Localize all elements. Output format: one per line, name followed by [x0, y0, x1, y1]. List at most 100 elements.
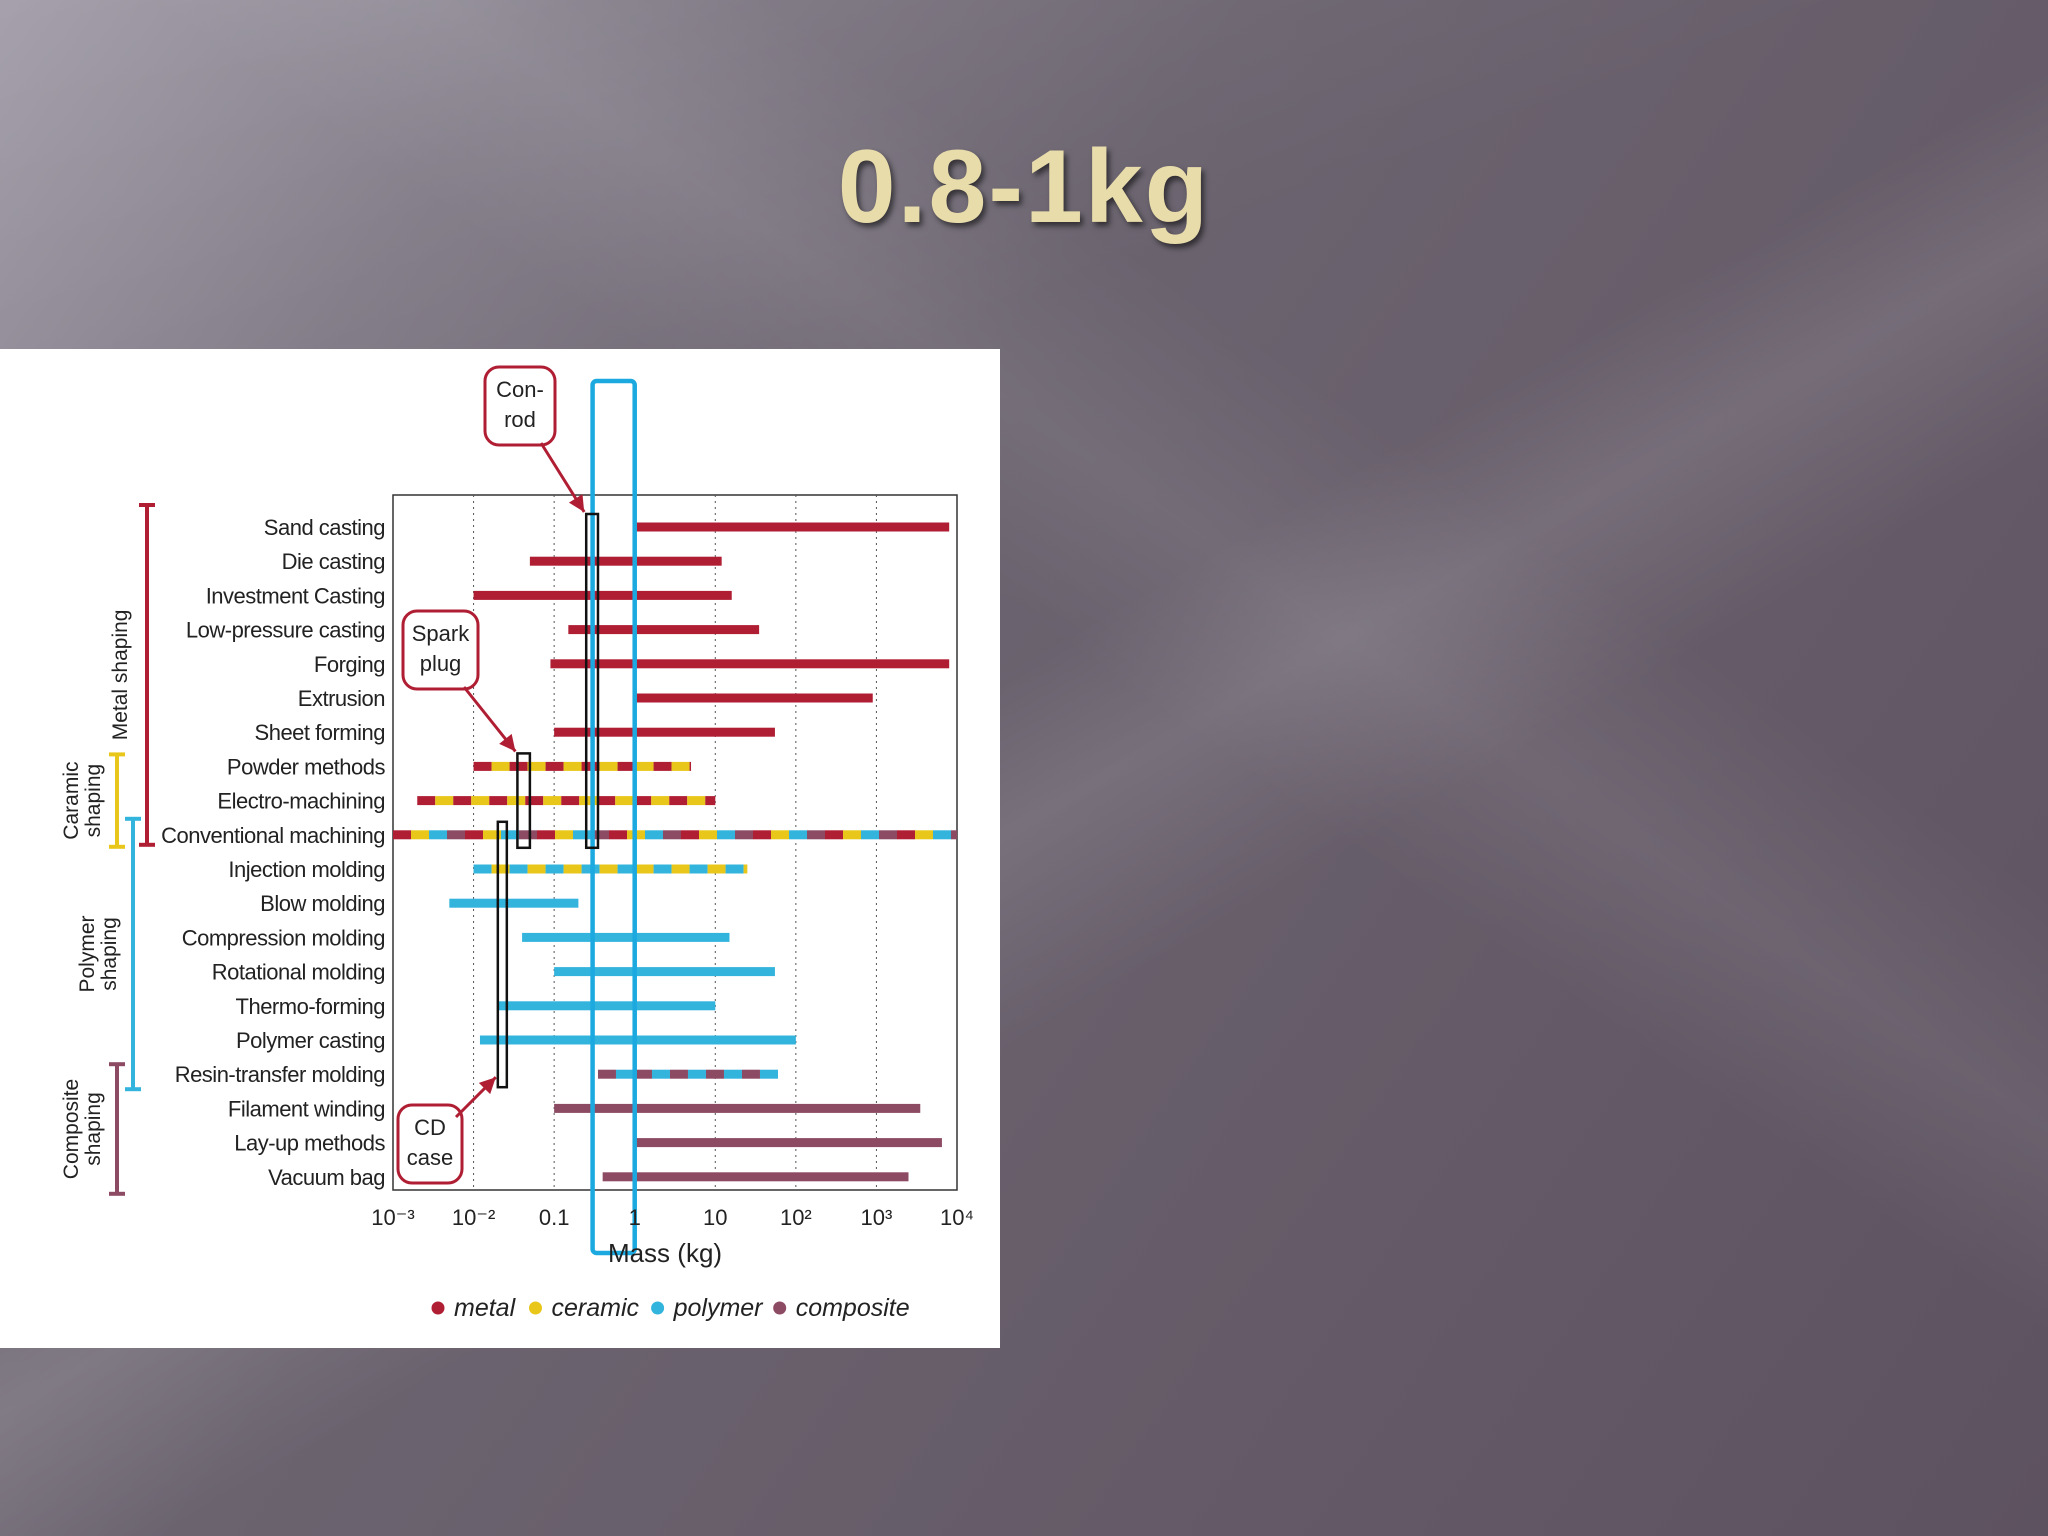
- process-label: Sand casting: [264, 515, 385, 540]
- range-bar-segment: [897, 830, 915, 840]
- range-bar-segment: [617, 864, 636, 874]
- callout-box: [396, 1103, 464, 1185]
- process-label: Powder methods: [227, 754, 386, 779]
- range-bar-segment: [915, 830, 933, 840]
- range-bar-segment: [633, 1069, 652, 1079]
- callout-marker: [496, 820, 509, 1089]
- range-bar-segment: [615, 1069, 634, 1079]
- legend-label: metal: [454, 1294, 517, 1322]
- group-label-line: shaping: [82, 1092, 105, 1166]
- callout-label: Con-: [496, 377, 544, 402]
- process-label: Die casting: [282, 549, 385, 574]
- group-label-line: Composite: [60, 1079, 83, 1179]
- process-label: Extrusion: [298, 686, 385, 711]
- range-bar-segment: [681, 830, 699, 840]
- legend-marker: [651, 1301, 665, 1315]
- range-bar-segment: [599, 864, 618, 874]
- range-bar: [554, 1103, 921, 1113]
- range-bar-segment: [635, 864, 654, 874]
- range-bar-segment: [465, 830, 483, 840]
- range-bar-segment: [591, 830, 609, 840]
- x-tick-label: 0.1: [539, 1205, 570, 1230]
- process-label: Polymer casting: [236, 1028, 385, 1053]
- range-bar-segment: [933, 830, 951, 840]
- process-label: Electro-machining: [217, 789, 385, 814]
- slide-title: 0.8-1kg: [837, 129, 1211, 245]
- range-bar-segment: [537, 830, 555, 840]
- range-bar-segment: [789, 830, 807, 840]
- range-bar: [602, 1172, 909, 1182]
- range-bar-segment: [759, 1069, 778, 1079]
- range-bar-segment: [653, 761, 672, 771]
- range-bar-segment: [597, 1069, 616, 1079]
- range-bar-segment: [609, 830, 627, 840]
- range-bar-segment: [393, 830, 411, 840]
- range-bar-segment: [635, 761, 654, 771]
- x-axis-label: Mass (kg): [608, 1238, 722, 1268]
- process-label: Vacuum bag: [268, 1165, 385, 1190]
- range-bar-segment: [599, 761, 618, 771]
- callout-marker: [584, 512, 600, 850]
- range-bar-segment: [453, 796, 472, 806]
- range-bar-segment: [861, 830, 879, 840]
- legend-label: composite: [796, 1294, 910, 1322]
- range-bar-segment: [473, 761, 492, 771]
- range-bar-segment: [651, 796, 670, 806]
- legend-marker: [529, 1301, 542, 1315]
- range-bar-segment: [753, 830, 771, 840]
- x-tick-label: 10³: [861, 1205, 893, 1230]
- range-bar: [550, 659, 950, 669]
- callout-label: case: [407, 1145, 453, 1170]
- range-bar: [522, 932, 730, 942]
- process-label: Filament winding: [228, 1096, 385, 1121]
- range-bar-segment: [429, 830, 447, 840]
- group-label: Caramicshaping: [60, 762, 105, 840]
- range-bar: [634, 693, 873, 703]
- x-tick-label: 10⁻³: [371, 1205, 414, 1230]
- range-bar-segment: [771, 830, 789, 840]
- range-bar-segment: [717, 830, 735, 840]
- range-bar-segment: [483, 830, 501, 840]
- range-bar-segment: [617, 761, 636, 771]
- process-label: Blow molding: [260, 891, 385, 916]
- range-bar-segment: [807, 830, 825, 840]
- range-bar-segment: [743, 864, 748, 874]
- range-bar: [479, 1035, 796, 1045]
- highlight-band: [590, 378, 637, 1256]
- range-bar-segment: [633, 796, 652, 806]
- range-bar-segment: [527, 761, 546, 771]
- range-bar-segment: [707, 864, 726, 874]
- callout-label: rod: [504, 407, 536, 432]
- process-label: Compression molding: [182, 925, 385, 950]
- range-bar: [568, 625, 760, 635]
- callout-arrowhead: [568, 494, 585, 512]
- x-tick-label: 10⁻²: [452, 1205, 495, 1230]
- range-bar: [449, 898, 579, 908]
- range-bar-segment: [843, 830, 861, 840]
- plot-frame: [392, 494, 958, 1191]
- range-bar-segment: [653, 864, 672, 874]
- range-bar-segment: [669, 1069, 688, 1079]
- range-bar-segment: [687, 1069, 706, 1079]
- x-tick-label: 10: [703, 1205, 727, 1230]
- range-bar-segment: [563, 761, 582, 771]
- range-bar-segment: [471, 796, 490, 806]
- range-bar-segment: [687, 796, 706, 806]
- legend-marker: [773, 1301, 787, 1315]
- callout-marker: [516, 752, 532, 850]
- range-bar: [634, 522, 950, 532]
- range-bar-segment: [699, 830, 717, 840]
- range-bar-segment: [651, 1069, 670, 1079]
- range-bar-segment: [563, 864, 582, 874]
- x-tick-label: 10²: [780, 1205, 812, 1230]
- process-label: Thermo-forming: [236, 994, 385, 1019]
- group-label: Polymershaping: [76, 915, 121, 992]
- range-bar-segment: [473, 864, 492, 874]
- group-label: Compositeshaping: [60, 1079, 105, 1179]
- process-label: Forging: [314, 652, 385, 677]
- callout-box: [483, 365, 557, 447]
- group-label-line: Polymer: [76, 915, 99, 992]
- range-bar-segment: [671, 761, 690, 771]
- callout-box: [401, 609, 480, 691]
- process-label: Rotational molding: [212, 960, 385, 985]
